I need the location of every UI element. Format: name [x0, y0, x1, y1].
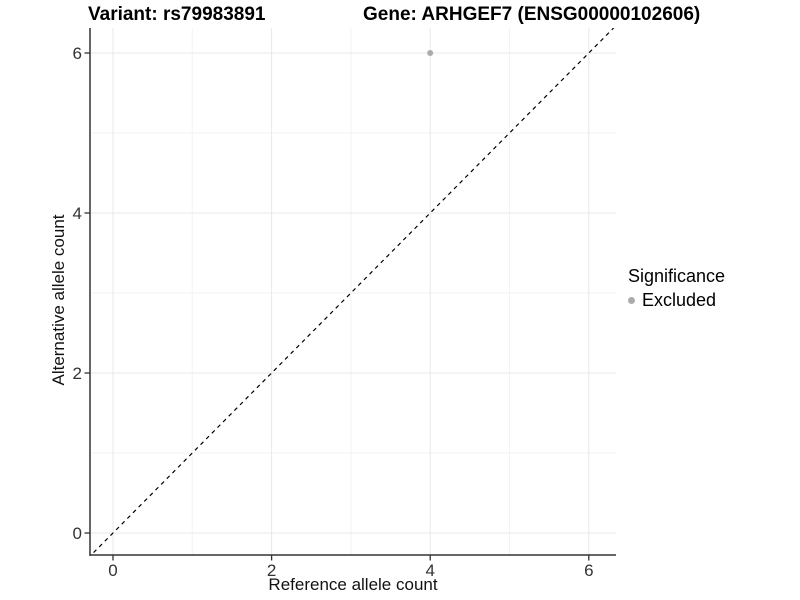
x-axis-title: Reference allele count [268, 575, 438, 594]
legend-title: Significance [628, 266, 726, 286]
y-tick-label: 6 [73, 44, 82, 63]
plot-title-variant: Variant: rs79983891 [88, 4, 266, 25]
x-tick-label: 0 [108, 561, 117, 580]
y-tick-label: 2 [73, 364, 82, 383]
data-point [427, 50, 434, 56]
legend-item-label: Excluded [642, 290, 717, 310]
y-tick-label: 4 [73, 204, 82, 223]
x-tick-label: 6 [584, 561, 593, 580]
legend-item: Excluded [628, 290, 725, 311]
plot-title-gene: Gene: ARHGEF7 (ENSG00000102606) [363, 4, 701, 25]
legend-point-icon [628, 297, 635, 304]
x-tick-label: 4 [425, 561, 434, 580]
x-tick-label: 2 [267, 561, 276, 580]
legend: Significance Excluded [628, 266, 725, 311]
identity-reference-line [90, 28, 615, 555]
y-tick-label: 0 [73, 524, 82, 543]
y-axis-title: Alternative allele count [49, 214, 68, 386]
